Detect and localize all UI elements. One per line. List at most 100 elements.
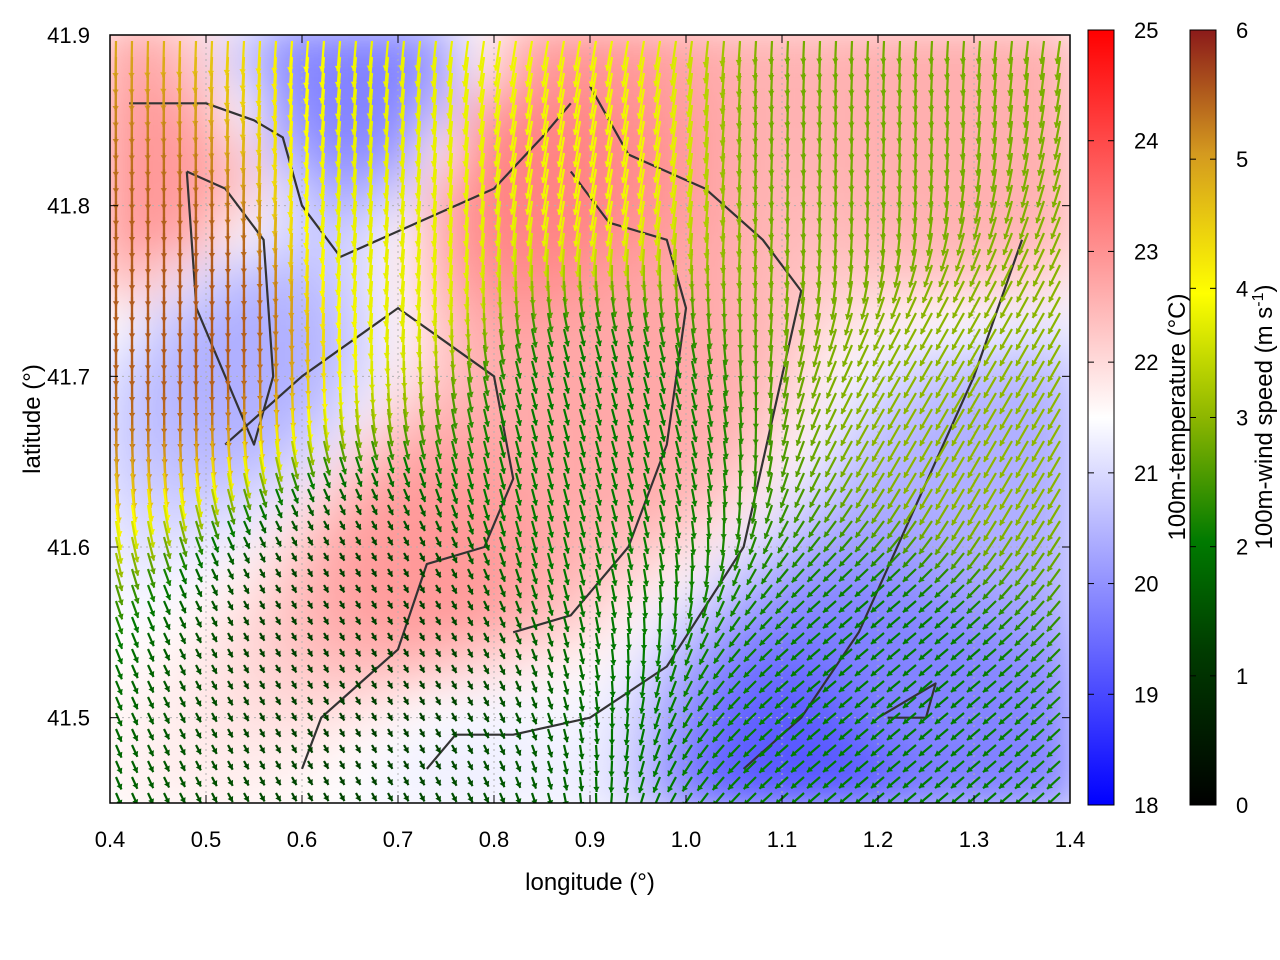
wind-vector-shaft bbox=[114, 792, 122, 803]
contour-line bbox=[877, 682, 937, 719]
wind-vector bbox=[130, 776, 139, 790]
wind-vector bbox=[146, 568, 156, 588]
wind-vector-head bbox=[132, 798, 139, 803]
wind-vector bbox=[130, 760, 139, 774]
wind-vector-shaft bbox=[114, 488, 121, 523]
wind-vector bbox=[130, 648, 139, 664]
wind-vector-head bbox=[148, 702, 155, 709]
wind-vector-head bbox=[148, 640, 155, 647]
wind-vector-head bbox=[149, 595, 156, 602]
wind-vector-head bbox=[132, 734, 139, 741]
wind-vector bbox=[146, 584, 156, 603]
wind-vector-head bbox=[149, 568, 156, 574]
wind-vector bbox=[114, 760, 123, 774]
wind-vector-field bbox=[112, 40, 1062, 803]
wind-vector bbox=[130, 664, 139, 679]
wind-vector-head bbox=[133, 626, 140, 633]
wind-vector bbox=[147, 760, 155, 773]
wind-vector-shaft bbox=[146, 488, 153, 522]
wind-vector-head bbox=[117, 585, 124, 592]
wind-vector-shaft bbox=[130, 504, 138, 536]
wind-vector bbox=[114, 600, 124, 620]
wind-vector-head bbox=[133, 583, 140, 590]
wind-vector bbox=[114, 632, 124, 650]
wind-vector bbox=[114, 648, 123, 665]
wind-vector bbox=[147, 776, 155, 789]
wind-vector bbox=[114, 696, 123, 711]
contour-line bbox=[129, 102, 572, 258]
wind-vector-head bbox=[132, 750, 139, 757]
wind-vector bbox=[114, 776, 123, 790]
wind-vector bbox=[146, 536, 156, 561]
wind-vector bbox=[130, 616, 140, 633]
wind-vector-shaft bbox=[130, 488, 137, 523]
wind-vector-head bbox=[149, 541, 156, 548]
wind-vector bbox=[114, 584, 124, 606]
wind-vector bbox=[130, 744, 139, 758]
wind-vector-shaft bbox=[114, 504, 122, 537]
wind-vector-head bbox=[148, 766, 154, 773]
wind-vector-head bbox=[133, 641, 139, 648]
wind-vector-head bbox=[132, 782, 139, 789]
wind-vector-head bbox=[117, 613, 124, 620]
wind-vector-head bbox=[133, 611, 140, 618]
wind-vector-head bbox=[133, 569, 140, 576]
wind-vector-head bbox=[148, 798, 154, 803]
wind-vector-head bbox=[132, 672, 139, 679]
wind-vector-head bbox=[132, 687, 139, 694]
wind-vector bbox=[147, 744, 155, 757]
wind-vector-head bbox=[117, 599, 124, 606]
wind-vector-head bbox=[133, 556, 140, 563]
wind-vector-head bbox=[116, 688, 123, 695]
wind-vector bbox=[114, 536, 124, 564]
wind-vector bbox=[114, 712, 123, 727]
wind-vector-head bbox=[132, 656, 139, 663]
wind-vector bbox=[130, 600, 140, 619]
wind-vector-head bbox=[148, 718, 154, 725]
wind-vector bbox=[114, 616, 124, 635]
wind-vector-head bbox=[117, 658, 123, 665]
wind-vector bbox=[114, 568, 124, 592]
wind-vector-head bbox=[132, 719, 139, 726]
wind-vector bbox=[147, 664, 155, 678]
wind-vector bbox=[146, 632, 155, 647]
wind-vector bbox=[147, 680, 155, 694]
wind-vector bbox=[130, 632, 139, 648]
wind-vector-head bbox=[116, 783, 123, 790]
wind-vector bbox=[130, 584, 140, 604]
wind-vector bbox=[146, 648, 155, 662]
wind-vector-head bbox=[116, 720, 123, 727]
wind-vector-head bbox=[132, 703, 139, 710]
wind-vector bbox=[130, 680, 139, 695]
wind-vector-head bbox=[149, 554, 156, 561]
wind-vector-head bbox=[133, 597, 140, 604]
wind-vector bbox=[147, 712, 155, 725]
wind-vector-head bbox=[149, 610, 156, 617]
wind-vector-head bbox=[148, 655, 155, 662]
wind-vector bbox=[130, 552, 140, 576]
wind-vector-head bbox=[148, 734, 154, 741]
wind-vector bbox=[114, 728, 123, 743]
wind-vector bbox=[147, 696, 155, 709]
temperature-cell bbox=[1020, 35, 1070, 89]
wind-vector-head bbox=[132, 766, 139, 773]
wind-vector bbox=[146, 616, 155, 632]
wind-vector-head bbox=[148, 671, 155, 678]
wind-vector bbox=[130, 568, 140, 590]
wind-vector bbox=[130, 696, 139, 710]
wind-vector-head bbox=[117, 673, 123, 680]
wind-vector bbox=[146, 552, 156, 575]
wind-vector-head bbox=[116, 767, 123, 774]
wind-vector bbox=[114, 792, 123, 803]
wind-vector bbox=[114, 552, 124, 578]
wind-vector-head bbox=[117, 643, 124, 649]
wind-vector bbox=[130, 712, 139, 726]
wind-vector bbox=[114, 744, 123, 759]
wind-vector-head bbox=[149, 625, 155, 632]
wind-vector-head bbox=[117, 571, 124, 578]
wind-vector-head bbox=[117, 557, 124, 564]
wind-vector-head bbox=[116, 799, 123, 803]
wind-vector-head bbox=[117, 628, 124, 635]
wind-vector-head bbox=[148, 750, 154, 757]
